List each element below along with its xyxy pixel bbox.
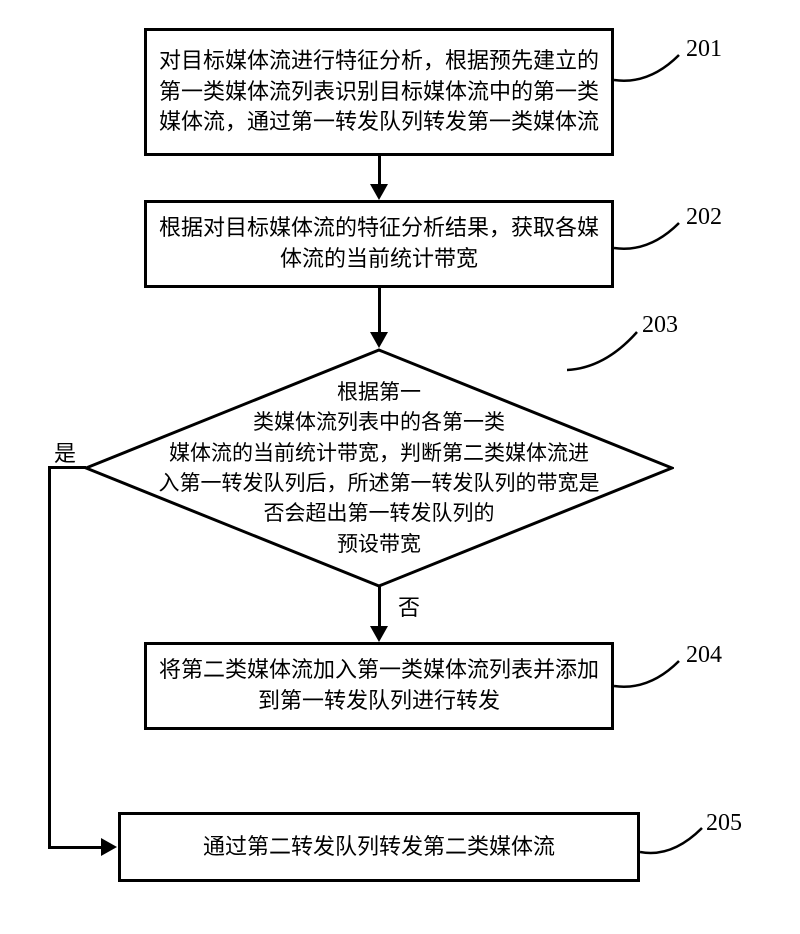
flowchart-canvas: 对目标媒体流进行特征分析，根据预先建立的第一类媒体流列表识别目标媒体流中的第一类… xyxy=(0,0,800,934)
step-203-number: 203 xyxy=(642,312,678,339)
step-202-text: 根据对目标媒体流的特征分析结果，获取各媒体流的当前统计带宽 xyxy=(159,213,599,275)
yes-arrow-head xyxy=(101,838,117,856)
yes-h2 xyxy=(48,846,103,849)
label-yes: 是 xyxy=(54,436,76,468)
leader-204 xyxy=(614,656,684,696)
step-205-box: 通过第二转发队列转发第二类媒体流 xyxy=(118,812,640,882)
step-204-number: 204 xyxy=(686,642,722,669)
step-202-box: 根据对目标媒体流的特征分析结果，获取各媒体流的当前统计带宽 xyxy=(144,200,614,288)
arrow-202-203 xyxy=(378,288,381,334)
step-201-box: 对目标媒体流进行特征分析，根据预先建立的第一类媒体流列表识别目标媒体流中的第一类… xyxy=(144,28,614,156)
arrow-203-204-head xyxy=(370,626,388,642)
arrow-202-203-head xyxy=(370,332,388,348)
leader-205 xyxy=(640,824,706,864)
arrow-201-202-head xyxy=(370,184,388,200)
yes-v xyxy=(48,466,51,848)
leader-202 xyxy=(614,218,684,258)
label-no: 否 xyxy=(398,590,420,622)
step-203-diamond: 根据第一 类媒体流列表中的各第一类 媒体流的当前统计带宽，判断第二类媒体流进 入… xyxy=(84,348,674,588)
leader-201 xyxy=(614,50,684,90)
step-205-text: 通过第二转发队列转发第二类媒体流 xyxy=(203,832,555,863)
step-204-text: 将第二类媒体流加入第一类媒体流列表并添加到第一转发队列进行转发 xyxy=(159,655,599,717)
step-203-text: 根据第一 类媒体流列表中的各第一类 媒体流的当前统计带宽，判断第二类媒体流进 入… xyxy=(84,348,674,588)
step-202-number: 202 xyxy=(686,204,722,231)
step-201-number: 201 xyxy=(686,36,722,63)
step-204-box: 将第二类媒体流加入第一类媒体流列表并添加到第一转发队列进行转发 xyxy=(144,642,614,730)
arrow-203-204 xyxy=(378,586,381,628)
step-201-text: 对目标媒体流进行特征分析，根据预先建立的第一类媒体流列表识别目标媒体流中的第一类… xyxy=(159,46,599,138)
yes-h1 xyxy=(48,466,86,469)
leader-203 xyxy=(567,328,642,378)
step-205-number: 205 xyxy=(706,810,742,837)
arrow-201-202 xyxy=(378,156,381,186)
